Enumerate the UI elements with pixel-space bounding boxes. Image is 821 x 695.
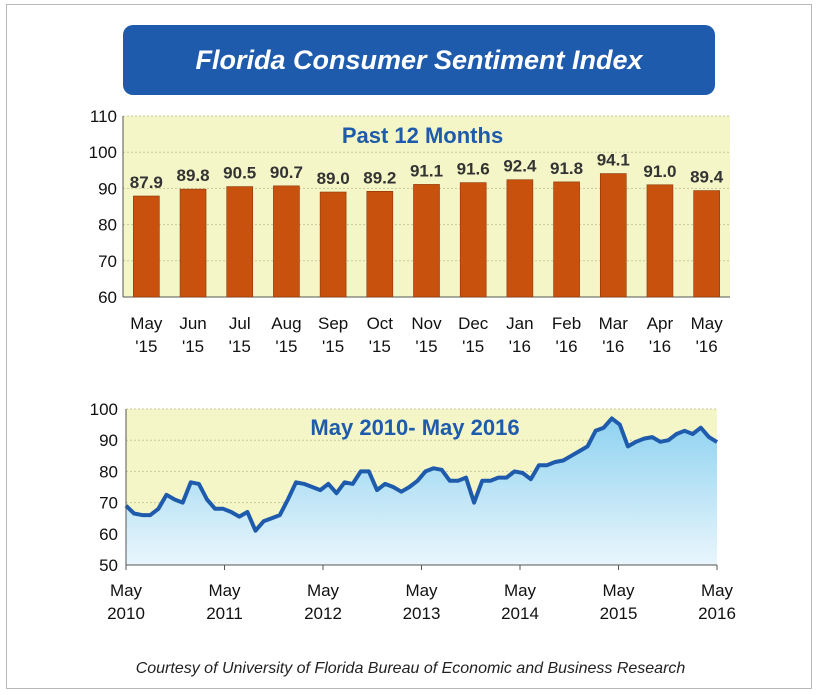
x-tick-label-month: Mar [599,314,629,333]
x-tick-label-month: Sep [318,314,348,333]
x-tick-label-month: Apr [647,314,674,333]
x-tick-label-year: 2013 [403,604,441,623]
bar [599,173,627,298]
bar-value-label: 89.8 [176,166,209,185]
x-tick-label-year: '15 [182,337,204,356]
y-tick-label: 60 [99,525,118,544]
area-chart-2010-2016: 50 60 70 80 90 100 May 2010- May 2016 May 2010 Ma… [90,400,736,623]
y-tick-label: 70 [98,252,117,271]
area-chart-title: May 2010- May 2016 [310,415,519,440]
bar-value-label: 92.4 [503,157,537,176]
x-tick-label-month: May [602,581,635,600]
x-tick-label-month: May [110,581,143,600]
bar-chart-past-12-months: 60 70 80 90 100 110 Past 12 Months 87.9 May '15 89… [89,107,730,356]
x-tick-label-year: '16 [696,337,718,356]
source-credit: Courtesy of University of Florida Bureau… [135,660,686,677]
bar [413,184,440,298]
x-tick-label-month: May [691,314,724,333]
bar [553,181,580,298]
bar [646,184,674,298]
x-tick-label-month: Dec [458,314,489,333]
x-tick-label-month: May [307,581,340,600]
x-tick-label-year: 2010 [107,604,145,623]
x-tick-label-month: May [405,581,438,600]
bar [693,190,720,298]
x-tick-label-month: Jul [229,314,251,333]
x-tick-label-year: '15 [462,337,484,356]
x-tick-label-month: Feb [552,314,581,333]
x-tick-label-year: '15 [322,337,344,356]
y-tick-label: 80 [98,216,117,235]
x-tick-label-year: 2015 [600,604,638,623]
x-tick-label-year: '16 [555,337,577,356]
y-tick-label: 90 [99,431,118,450]
x-tick-label-year: '16 [602,337,624,356]
bar-value-label: 89.2 [363,168,396,187]
y-tick-label: 50 [99,556,118,575]
bar [459,182,487,298]
chart-title: Florida Consumer Sentiment Index [195,44,643,75]
bar [366,190,394,298]
y-tick-label: 100 [90,400,118,419]
x-tick-label-year: '15 [135,337,157,356]
x-tick-label-year: '15 [369,337,391,356]
bar-value-label: 94.1 [597,151,630,170]
bar-chart-title: Past 12 Months [342,123,503,148]
bar-value-label: 90.7 [270,163,303,182]
x-tick-label-year: '16 [649,337,671,356]
x-tick-label-month: May [504,581,537,600]
bar-value-label: 91.1 [410,161,443,180]
x-tick-label-month: Oct [367,314,394,333]
bar-value-label: 90.5 [223,164,256,183]
x-tick-label-month: May [130,314,163,333]
y-tick-label: 60 [98,288,117,307]
bar [133,195,160,298]
x-tick-label-month: Jan [506,314,533,333]
y-tick-label: 110 [90,107,117,126]
x-tick-label-year: 2014 [501,604,539,623]
x-tick-label-month: May [701,581,734,600]
x-tick-label-month: May [208,581,241,600]
x-tick-label-year: '15 [229,337,251,356]
x-tick-label-year: '15 [275,337,297,356]
bar [319,191,347,298]
bar [226,186,254,298]
series-line [124,416,719,533]
x-tick-label-year: '15 [415,337,437,356]
x-tick-label-year: 2012 [304,604,342,623]
y-tick-label: 80 [99,462,118,481]
x-tick-label-year: 2016 [698,604,736,623]
bar-value-label: 89.0 [317,169,350,188]
x-tick-label-year: '16 [509,337,531,356]
bar-value-label: 91.8 [550,159,583,178]
x-tick-label-month: Nov [411,314,442,333]
y-tick-label: 70 [99,494,118,513]
x-tick-label-year: 2011 [206,604,243,623]
bar [273,185,300,298]
bar [179,188,207,298]
bar-value-label: 87.9 [130,173,163,192]
x-tick-label-month: Aug [271,314,301,333]
bar-value-label: 89.4 [690,168,724,187]
chart-title-banner: Florida Consumer Sentiment Index [123,25,715,95]
bar [506,179,534,298]
y-tick-label: 100 [89,143,117,162]
x-tick-label-month: Jun [179,314,206,333]
area-fill [126,418,717,565]
figure-frame [6,4,812,689]
bar-value-label: 91.0 [643,162,676,181]
y-tick-label: 90 [98,179,117,198]
bar-value-label: 91.6 [457,160,490,179]
